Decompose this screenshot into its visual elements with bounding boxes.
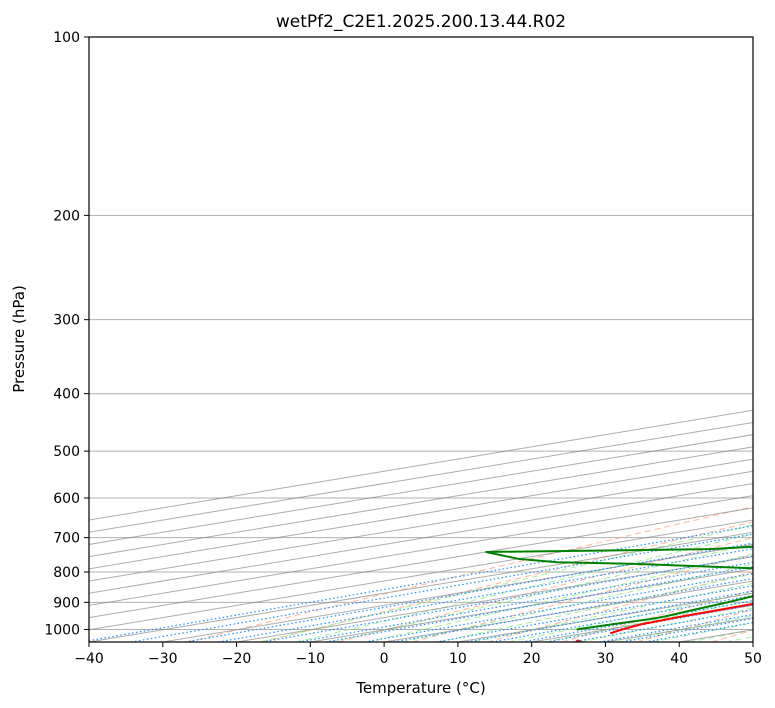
isotherm (89, 507, 753, 619)
isotherm (89, 482, 753, 594)
x-axis-title: Temperature (°C) (355, 679, 485, 697)
y-axis: 100 200 300 400 500 600 700 800 900 1000 (44, 30, 89, 638)
background-lines (89, 409, 753, 642)
dry-adiabat (262, 521, 753, 642)
mixing-ratio-line (261, 555, 753, 642)
x-tick-label: 20 (523, 651, 541, 667)
x-tick-label: 0 (380, 651, 389, 667)
y-tick-label: 600 (53, 491, 80, 507)
moist-adiabat (402, 563, 753, 642)
isotherm (89, 446, 753, 558)
x-tick-label: −20 (222, 651, 252, 667)
isotherm (89, 458, 753, 570)
plot-background (89, 37, 753, 642)
dewpoint-line (485, 545, 753, 631)
mixing-ratio-line (184, 542, 753, 642)
chart-title: wetPf2_C2E1.2025.200.13.44.R02 (276, 12, 566, 32)
y-tick-label: 300 (53, 313, 80, 329)
x-tick-label: −40 (74, 651, 104, 667)
isotherm (89, 495, 753, 606)
y-tick-label: 1000 (44, 622, 80, 638)
x-tick-label: 50 (744, 651, 762, 667)
isotherm (89, 434, 753, 545)
x-tick-label: 10 (449, 651, 467, 667)
moist-adiabat (367, 553, 753, 642)
mixing-ratio-line (572, 608, 753, 642)
isotherm-label: 30 (565, 636, 587, 658)
x-tick-label: 30 (597, 651, 615, 667)
line-labels: 0.10.20.40.611.52346810131620253036-100-… (565, 636, 587, 658)
x-axis: −40 −30 −20 −10 0 10 20 30 40 50 (74, 642, 762, 667)
plot-frame (88, 36, 754, 643)
y-tick-label: 700 (53, 531, 80, 547)
moist-adiabat (473, 582, 753, 642)
dry-adiabat (487, 571, 753, 642)
isotherm (89, 531, 753, 642)
y-tick-label: 900 (53, 595, 80, 611)
mixing-ratio-line (599, 613, 753, 642)
profile-lines (485, 545, 753, 635)
y-tick-label: 200 (53, 208, 80, 224)
mixing-ratio-line (218, 548, 753, 642)
y-axis-title: Pressure (hPa) (10, 285, 28, 393)
isotherm (752, 641, 753, 642)
mixing-ratio-line (545, 604, 753, 642)
x-tick-label: −10 (296, 651, 326, 667)
y-tick-label: 100 (53, 30, 80, 46)
mixing-ratio-line (131, 533, 753, 642)
y-tick-label: 800 (53, 565, 80, 581)
isotherm (89, 519, 753, 631)
y-tick-label: 400 (53, 387, 80, 403)
isotherm (89, 470, 753, 582)
y-tick-label: 500 (53, 444, 80, 460)
x-tick-label: −30 (148, 651, 178, 667)
moist-adiabat (295, 533, 753, 642)
x-tick-label: 40 (670, 651, 688, 667)
